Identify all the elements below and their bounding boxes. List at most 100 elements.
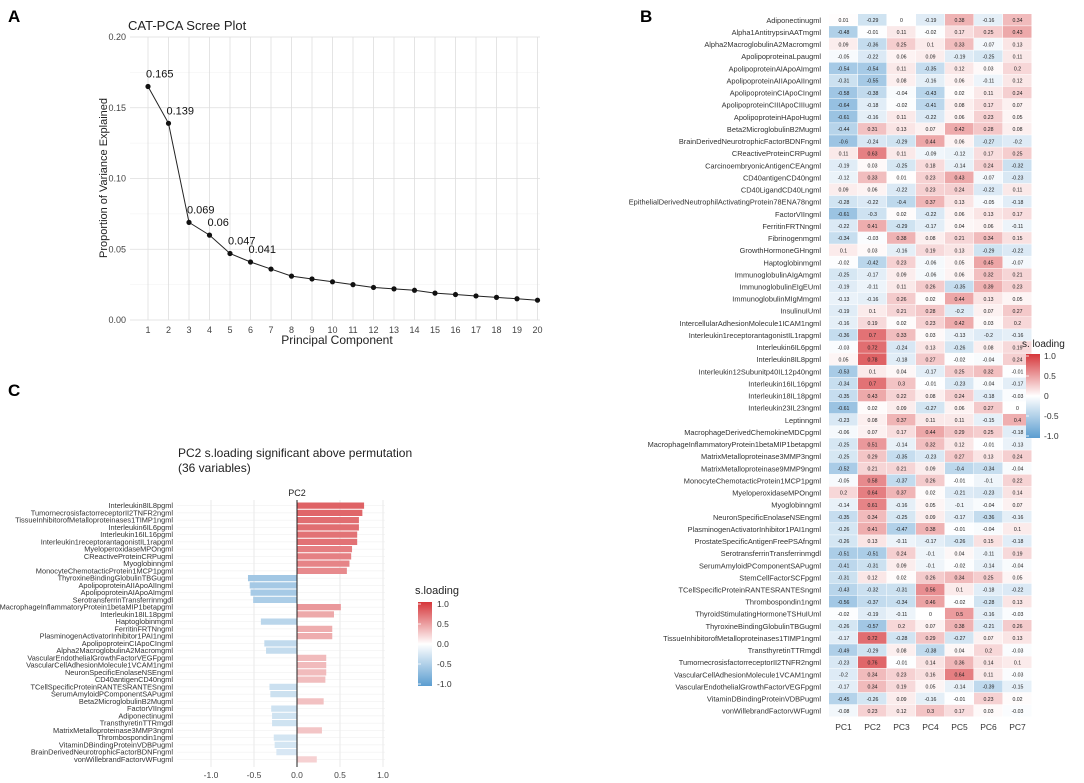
panel-b-cell	[945, 232, 974, 244]
panel-b-cell	[887, 704, 916, 717]
panel-b-cell	[1003, 401, 1032, 414]
panel-b-cell	[887, 365, 916, 378]
panel-a-point	[411, 287, 418, 293]
panel-b-cell	[1003, 280, 1032, 293]
panel-b-cell-value: 0.7	[869, 333, 876, 339]
panel-b-cell-value: -0.61	[838, 406, 850, 412]
panel-b-cell	[974, 704, 1003, 717]
panel-b-cell	[916, 292, 945, 305]
panel-b-cell	[974, 595, 1003, 608]
panel-b-cell	[974, 207, 1003, 220]
panel-b-cell	[887, 171, 916, 184]
panel-b-row-label: Beta2MicroglobulinB2Mugml	[727, 125, 821, 134]
panel-b-cell	[829, 389, 858, 402]
panel-b-cell	[887, 232, 916, 244]
panel-b-cell	[974, 680, 1003, 693]
panel-b-cell-value: 0.11	[1013, 54, 1023, 60]
panel-b-cell	[945, 668, 974, 681]
panel-c-xtick-label: 1.0	[377, 770, 389, 780]
panel-b-cell-value: -0.12	[838, 176, 850, 182]
panel-b-cell	[974, 171, 1003, 184]
panel-b-cell	[945, 486, 974, 499]
panel-b-cell	[858, 232, 887, 244]
panel-b-cell	[945, 644, 974, 656]
panel-b-cell	[974, 195, 1003, 208]
panel-a-point	[309, 276, 315, 282]
panel-b-cell-value: 0.07	[1012, 503, 1022, 509]
panel-b-cell-value: 0.04	[954, 551, 964, 557]
panel-b-cell	[945, 207, 974, 220]
panel-b-cell-value: -0.48	[838, 30, 850, 36]
panel-b-cell	[974, 292, 1003, 305]
panel-b-cell-value: -0.05	[838, 54, 850, 60]
panel-b-cell	[858, 317, 887, 329]
panel-b-cell	[974, 38, 1003, 50]
panel-c-bar	[253, 596, 297, 603]
panel-b-cell-value: -0.28	[896, 636, 908, 642]
panel-b-cell-value: -0.52	[838, 467, 850, 473]
panel-c-category-label: FerritinFRTNngml	[114, 624, 173, 633]
panel-b-cell	[829, 123, 858, 135]
panel-b-cell	[1003, 353, 1032, 365]
panel-b-cell-value: -0.04	[983, 357, 995, 363]
panel-c-legend-tick-label: 1.0	[437, 599, 449, 609]
panel-c-bar	[297, 698, 324, 705]
panel-c-bar	[297, 654, 327, 661]
panel-b-cell	[887, 280, 916, 293]
panel-b-cell-value: -0.02	[954, 600, 966, 606]
panel-b-cell	[945, 292, 974, 305]
panel-b-cell	[858, 607, 887, 620]
panel-b-cell	[829, 474, 858, 487]
panel-c-bar	[297, 517, 359, 524]
panel-b-cell-value: 0.24	[954, 188, 964, 194]
panel-c-bar	[264, 640, 297, 647]
panel-b-cell-value: 0.24	[983, 164, 993, 170]
panel-b-cell	[974, 14, 1003, 26]
panel-b-column-label: PC6	[980, 722, 997, 732]
panel-b-cell-value: 0.05	[838, 357, 848, 363]
panel-b-cell-value: -0.02	[896, 103, 908, 109]
panel-b-cell	[829, 523, 858, 535]
panel-b-cell	[945, 607, 974, 620]
panel-b-row-label: Interleukin12Subunitp40IL12p40ngml	[699, 367, 822, 376]
panel-a-xlabel: Principal Component	[281, 333, 393, 347]
panel-b-cell	[829, 377, 858, 390]
panel-b-cell	[1003, 329, 1032, 341]
panel-b-cell-value: -0.32	[867, 588, 879, 594]
panel-b-cell	[974, 583, 1003, 596]
panel-b-cell-value: 0.06	[954, 115, 964, 121]
panel-b-row-label: ImmunoglobulinMIgMmgml	[732, 295, 821, 304]
panel-b-cell	[916, 547, 945, 559]
panel-b-cell	[974, 426, 1003, 438]
panel-b-cell	[887, 207, 916, 220]
panel-b-cell-value: -0.47	[896, 527, 908, 533]
panel-b-cell-value: 0.24	[896, 551, 906, 557]
panel-b: B Adiponectinugml Alpha1AntitrypsinAATmgm…	[629, 7, 1065, 732]
panel-b-cell-value: -0.26	[838, 624, 850, 630]
panel-b-row-label: SerotransferrinTransferrinmgdl	[721, 549, 822, 558]
panel-c-category-label: CD40antigenCD40ngml	[95, 675, 173, 684]
panel-b-legend-bar	[1026, 354, 1040, 438]
panel-b-cell-value: -0.11	[896, 612, 908, 618]
panel-a-xtick-label: 5	[227, 325, 232, 335]
panel-b-cell-value: 0.17	[983, 151, 993, 157]
panel-b-cell-value: 0.23	[983, 697, 993, 703]
panel-b-cell	[829, 607, 858, 620]
panel-b-cell-value: -0.13	[1012, 442, 1024, 448]
panel-b-cell-value: 0.34	[1012, 18, 1022, 24]
panel-b-cell-value: 0.05	[1012, 115, 1022, 121]
panel-b-cell	[945, 304, 974, 317]
panel-b-cell	[1003, 135, 1032, 147]
panel-b-cell	[858, 656, 887, 668]
panel-b-cell-value: -0.6	[839, 139, 848, 145]
panel-b-cell	[887, 256, 916, 269]
panel-b-cell	[829, 668, 858, 681]
panel-a-xtick-label: 10	[327, 325, 337, 335]
panel-b-row-label: CReactiveProteinCRPugml	[732, 149, 821, 158]
panel-c-bar	[297, 633, 333, 640]
panel-b-cell	[829, 329, 858, 341]
panel-b-cell-value: -0.51	[838, 551, 850, 557]
panel-b-row-label: Myoglobinngml	[771, 501, 821, 510]
panel-b-cell-value: -0.16	[925, 79, 937, 85]
panel-b-cell-value: -0.01	[954, 527, 966, 533]
